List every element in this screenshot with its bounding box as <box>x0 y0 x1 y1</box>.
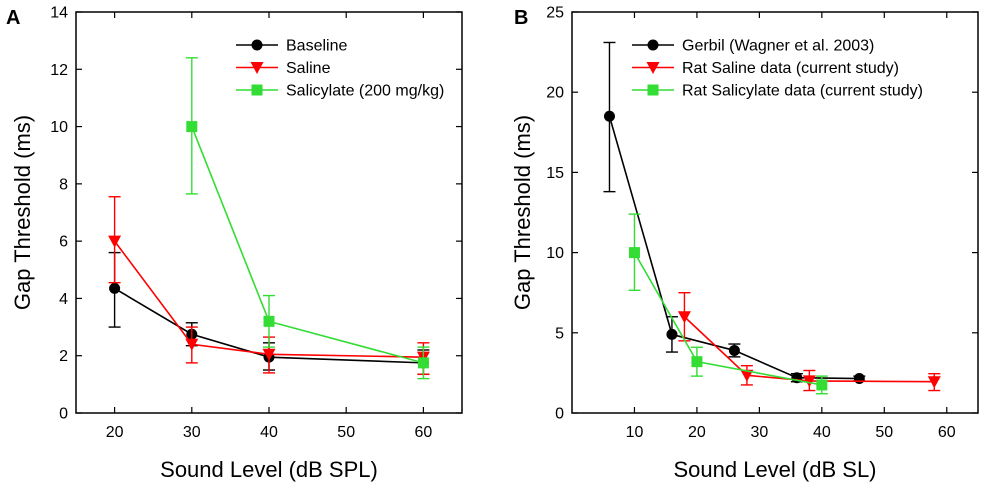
data-point <box>262 348 276 361</box>
legend-label: Rat Salicylate data (current study) <box>682 83 923 100</box>
legend-marker <box>646 62 660 74</box>
x-tick-label: 60 <box>415 424 433 441</box>
y-axis-label: Gap Threshold (ms) <box>10 115 35 310</box>
y-tick-label: 8 <box>59 176 68 193</box>
panel-label: B <box>514 7 528 29</box>
legend-marker <box>250 62 264 74</box>
data-point <box>666 328 678 340</box>
x-axis-label: Sound Level (dB SL) <box>673 457 876 482</box>
legend-label: Rat Saline data (current study) <box>682 60 899 77</box>
data-point <box>740 369 754 382</box>
series-line <box>683 316 935 383</box>
x-tick-label: 30 <box>750 424 768 441</box>
legend-marker <box>251 84 263 96</box>
data-point <box>603 110 615 122</box>
data-point <box>186 121 198 133</box>
x-tick-label: 20 <box>106 424 124 441</box>
x-tick-label: 40 <box>813 424 831 441</box>
legend-label: Baseline <box>286 38 347 55</box>
legend-entry: Rat Saline data (current study) <box>632 60 899 77</box>
legend-label: Saline <box>286 60 331 77</box>
x-tick-label: 10 <box>626 424 644 441</box>
y-tick-label: 4 <box>59 291 68 308</box>
legend-marker <box>647 84 659 96</box>
y-tick-label: 0 <box>59 406 68 423</box>
x-axis-label: Sound Level (dB SPL) <box>160 457 378 482</box>
series-gerbil-wagner-et-al-2003 <box>603 41 866 385</box>
y-tick-label: 20 <box>546 85 564 102</box>
series-line <box>191 126 424 364</box>
series-rat-saline-data-current-study <box>677 292 941 392</box>
x-tick-label: 50 <box>875 424 893 441</box>
data-point <box>802 375 816 388</box>
data-point <box>628 247 640 259</box>
legend-marker <box>647 39 659 51</box>
legend-label: Salicylate (200 mg/kg) <box>286 83 444 100</box>
x-tick-label: 50 <box>337 424 355 441</box>
y-tick-label: 10 <box>546 245 564 262</box>
series-line <box>608 116 860 380</box>
y-tick-label: 6 <box>59 234 68 251</box>
x-tick-label: 30 <box>183 424 201 441</box>
series-salicylate-200-mg-kg <box>185 57 430 380</box>
y-tick-label: 15 <box>546 165 564 182</box>
legend-label: Gerbil (Wagner et al. 2003) <box>682 38 874 55</box>
y-tick-label: 5 <box>555 325 564 342</box>
data-point <box>853 373 865 385</box>
y-tick-label: 12 <box>50 62 68 79</box>
panel-b: B 0 5 10 15 20 25 10 20 30 40 50 60 Sound Level (dB S… <box>510 5 979 482</box>
data-point <box>185 338 199 351</box>
legend-entry: Saline <box>236 60 331 77</box>
y-axis-label: Gap Threshold (ms) <box>510 115 535 310</box>
legend-entry: Baseline <box>236 38 347 55</box>
y-tick-label: 10 <box>50 119 68 136</box>
x-tick-label: 40 <box>260 424 278 441</box>
series-line <box>633 252 822 386</box>
data-point <box>728 344 740 356</box>
legend-entry: Salicylate (200 mg/kg) <box>236 83 444 100</box>
plot-frame <box>571 11 979 414</box>
panel-a: A 0 2 4 6 8 10 12 14 20 30 40 50 60 Sound Level (dB SP… <box>6 5 463 482</box>
series-rat-salicylate-data-current-study <box>628 213 828 395</box>
data-point <box>417 357 429 369</box>
data-point <box>691 356 703 368</box>
x-tick-label: 20 <box>688 424 706 441</box>
y-tick-label: 2 <box>59 348 68 365</box>
series-line <box>114 287 424 364</box>
legend-entry: Gerbil (Wagner et al. 2003) <box>632 38 874 55</box>
x-tick-label: 60 <box>938 424 956 441</box>
data-point <box>816 379 828 391</box>
y-tick-label: 25 <box>546 5 564 22</box>
legend-entry: Rat Salicylate data (current study) <box>632 83 923 100</box>
data-point <box>927 376 941 389</box>
data-point <box>109 282 121 294</box>
data-point <box>108 235 122 248</box>
data-point <box>263 315 275 327</box>
data-point <box>677 311 691 324</box>
y-tick-label: 0 <box>555 406 564 423</box>
series-line <box>113 240 424 358</box>
legend-marker <box>251 39 263 51</box>
panel-label: A <box>6 7 20 29</box>
y-tick-label: 14 <box>50 5 68 22</box>
